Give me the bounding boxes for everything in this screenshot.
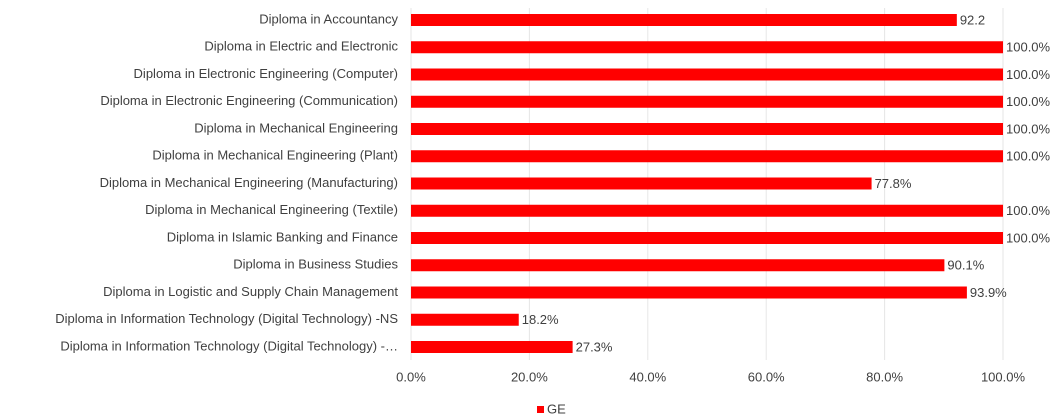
category-label: Diploma in Information Technology (Digit… [60,338,398,353]
bar [411,341,573,353]
data-label: 100.0% [1006,230,1051,245]
data-label: 100.0% [1006,94,1051,109]
bar [411,286,967,299]
x-tick-label: 100.0% [981,369,1026,384]
bar [411,150,1003,163]
data-label: 100.0% [1006,121,1051,136]
category-label: Diploma in Logistic and Supply Chain Man… [103,284,398,299]
category-label: Diploma in Mechanical Engineering (Texti… [145,202,398,217]
legend-swatch [537,406,544,413]
category-label: Diploma in Mechanical Engineering [194,120,398,135]
data-label: 90.1% [947,258,984,273]
bar [411,313,519,326]
bar [411,259,945,272]
data-label: 27.3% [576,339,613,354]
category-label: Diploma in Islamic Banking and Finance [167,229,398,244]
bar [411,123,1003,135]
bar [411,95,1003,108]
category-label: Diploma in Business Studies [233,257,398,272]
x-tick-label: 80.0% [866,369,903,384]
x-tick-label: 20.0% [511,369,548,384]
category-label: Diploma in Electronic Engineering (Commu… [100,93,398,108]
x-tick-label: 60.0% [748,369,785,384]
data-label: 92.2 [960,12,985,27]
category-label: Diploma in Information Technology (Digit… [55,311,398,326]
bar [411,232,1003,244]
data-label: 93.9% [970,285,1007,300]
category-label: Diploma in Electric and Electronic [204,39,398,54]
data-label: 100.0% [1006,67,1051,82]
data-label: 100.0% [1006,149,1051,164]
bar [411,41,1003,54]
data-label: 100.0% [1006,203,1051,218]
category-label: Diploma in Electronic Engineering (Compu… [134,66,398,81]
bar [411,204,1003,217]
data-label: 77.8% [875,176,912,191]
category-label: Diploma in Mechanical Engineering (Plant… [152,148,398,163]
category-label: Diploma in Accountancy [259,11,398,26]
bar [411,177,872,190]
bar [411,68,1003,81]
legend-label: GE [547,401,566,416]
data-label: 100.0% [1006,40,1051,55]
bar [411,14,957,26]
x-tick-label: 40.0% [629,369,666,384]
data-label: 18.2% [522,312,559,327]
x-tick-label: 0.0% [396,369,426,384]
category-label: Diploma in Mechanical Engineering (Manuf… [100,175,398,190]
